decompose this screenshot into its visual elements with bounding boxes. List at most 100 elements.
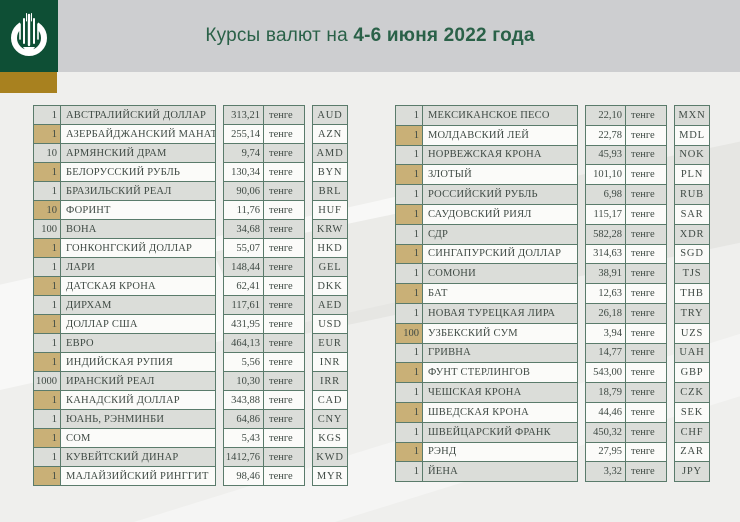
column-gap [667,224,674,245]
column-gap [216,428,223,448]
unit-cell: тенге [263,333,305,353]
quantity-cell: 1 [33,466,61,486]
column-gap [305,333,312,353]
unit-cell: тенге [625,401,667,423]
unit-cell: тенге [625,362,667,384]
rate-cell: 11,76 [223,200,264,220]
unit-cell: тенге [625,302,667,324]
currency-code-cell: CAD [312,390,348,410]
currency-code-cell: GEL [312,257,348,277]
unit-cell: тенге [263,257,305,277]
currency-code-cell: AMD [312,143,348,163]
currency-code-cell: MDL [674,124,710,146]
currency-code-cell: DKK [312,276,348,296]
column-gap [578,244,585,265]
column-gap [216,238,223,258]
quantity-cell: 1 [395,421,423,443]
column-gap [305,276,312,296]
unit-cell: тенге [263,428,305,448]
table-row: 1 СИНГАПУРСКИЙ ДОЛЛАР 314,63 тенге SGD [395,243,713,265]
currency-name-cell: НОРВЕЖСКАЯ КРОНА [422,144,578,166]
column-gap [216,352,223,372]
currency-code-cell: CZK [674,382,710,403]
unit-cell: тенге [625,164,667,186]
rate-cell: 26,18 [585,302,626,324]
currency-code-cell: MYR [312,466,348,486]
currency-name-cell: СОМОНИ [422,263,578,285]
currency-name-cell: ИНДИЙСКАЯ РУПИЯ [60,352,216,372]
rate-cell: 313,21 [223,105,264,125]
table-row: 100 ВОНА 34,68 тенге KRW [33,219,350,239]
quantity-cell: 1 [395,203,423,225]
rate-cell: 255,14 [223,124,264,144]
column-gap [667,382,674,403]
rate-cell: 90,06 [223,181,264,201]
table-row: 1 НОВАЯ ТУРЕЦКАЯ ЛИРА 26,18 тенге TRY [395,302,713,324]
column-gap [578,184,585,205]
column-gap [578,303,585,324]
table-row: 1 ГРИВНА 14,77 тенге UAH [395,342,713,364]
unit-cell: тенге [625,184,667,205]
quantity-cell: 1 [33,409,61,429]
table-row: 1 КУВЕЙТСКИЙ ДИНАР 1412,76 тенге KWD [33,447,350,467]
currency-code-cell: TJS [674,263,710,285]
currency-name-cell: БАТ [422,283,578,304]
quantity-cell: 1 [395,184,423,205]
rate-cell: 5,56 [223,352,264,372]
currency-code-cell: KGS [312,428,348,448]
table-row: 1 ЮАНЬ, РЭНМИНБИ 64,86 тенге CNY [33,409,350,429]
currency-code-cell: IRR [312,371,348,391]
column-gap [216,181,223,201]
quantity-cell: 1000 [33,371,61,391]
currency-code-cell: NOK [674,144,710,166]
unit-cell: тенге [263,295,305,315]
column-gap [305,143,312,163]
currency-name-cell: СДР [422,223,578,245]
currency-code-cell: HKD [312,238,348,258]
quantity-cell: 1 [395,105,423,126]
column-gap [305,105,312,125]
unit-cell: тенге [625,322,667,344]
currency-name-cell: ЕВРО [60,333,216,353]
column-gap [216,219,223,239]
quantity-cell: 1 [395,223,423,245]
column-gap [216,124,223,144]
unit-cell: тенге [263,276,305,296]
rate-cell: 115,17 [585,203,626,225]
unit-cell: тенге [263,371,305,391]
column-gap [305,257,312,277]
table-row: 1 САУДОВСКИЙ РИЯЛ 115,17 тенге SAR [395,203,713,225]
unit-cell: тенге [625,105,667,126]
quantity-cell: 1 [33,124,61,144]
currency-code-cell: RUB [674,184,710,205]
currency-name-cell: ВОНА [60,219,216,239]
rate-cell: 464,13 [223,333,264,353]
column-gap [667,461,674,482]
currency-name-cell: АЗЕРБАЙДЖАНСКИЙ МАНАТ [60,124,216,144]
rate-cell: 5,43 [223,428,264,448]
rate-cell: 62,41 [223,276,264,296]
quantity-cell: 1 [33,428,61,448]
table-row: 1 ЙЕНА 3,32 тенге JPY [395,461,713,483]
column-gap [667,244,674,265]
currency-name-cell: САУДОВСКИЙ РИЯЛ [422,203,578,225]
column-gap [667,263,674,284]
gold-accent-strip [0,72,57,93]
table-row: 1 ЗЛОТЫЙ 101,10 тенге PLN [395,164,713,186]
currency-name-cell: ГОНКОНГСКИЙ ДОЛЛАР [60,238,216,258]
column-gap [578,442,585,463]
page-title-date: 4-6 июня 2022 года [353,25,535,46]
currency-name-cell: РОССИЙСКИЙ РУБЛЬ [422,184,578,205]
rate-cell: 34,68 [223,219,264,239]
unit-cell: тенге [625,382,667,403]
currency-table-right: 1 МЕКСИКАНСКОЕ ПЕСО 22,10 тенге MXN 1 МО… [395,105,713,483]
table-row: 1 АВСТРАЛИЙСКИЙ ДОЛЛАР 313,21 тенге AUD [33,105,350,125]
column-gap [667,184,674,205]
table-row: 1 МОЛДАВСКИЙ ЛЕЙ 22,78 тенге MDL [395,124,713,146]
column-gap [305,162,312,182]
quantity-cell: 1 [395,401,423,423]
rate-cell: 431,95 [223,314,264,334]
currency-code-cell: AUD [312,105,348,125]
currency-code-cell: AZN [312,124,348,144]
currency-name-cell: ФОРИНТ [60,200,216,220]
